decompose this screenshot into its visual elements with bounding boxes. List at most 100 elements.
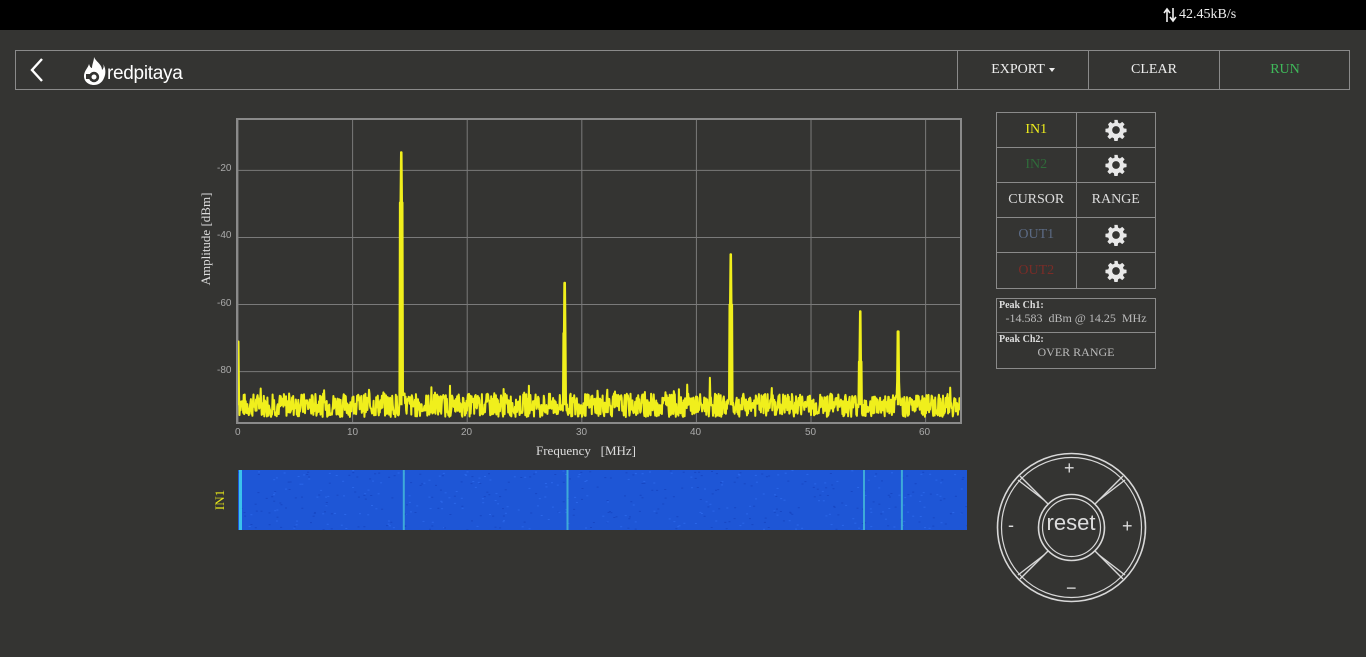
- out2-settings-button[interactable]: [1077, 253, 1156, 288]
- flame-logo-icon: [84, 57, 106, 85]
- cursor-range-row: CURSOR RANGE: [997, 183, 1155, 218]
- in1-settings-button[interactable]: [1077, 113, 1156, 147]
- waterfall-noise: [641, 497, 644, 499]
- chevron-left-icon: [30, 58, 43, 82]
- waterfall-noise: [776, 514, 779, 516]
- waterfall-noise: [364, 493, 367, 495]
- waterfall-noise: [791, 513, 794, 515]
- waterfall-noise: [330, 513, 333, 515]
- waterfall-noise: [768, 475, 771, 477]
- waterfall-noise: [313, 512, 316, 514]
- waterfall-noise: [907, 511, 910, 513]
- waterfall-noise: [344, 514, 347, 515]
- waterfall-noise: [922, 471, 925, 473]
- waterfall-noise: [419, 473, 422, 475]
- waterfall-noise: [472, 481, 475, 482]
- y-tick-label: -80: [217, 364, 232, 376]
- waterfall-noise: [634, 473, 637, 475]
- waterfall-noise: [377, 493, 380, 495]
- waterfall-noise: [506, 506, 509, 508]
- reset-button[interactable]: reset: [1046, 510, 1096, 535]
- waterfall-noise: [575, 502, 578, 503]
- waterfall-noise: [851, 470, 854, 472]
- waterfall-noise: [289, 481, 292, 483]
- waterfall-noise: [733, 518, 736, 520]
- clear-button[interactable]: CLEAR: [1088, 51, 1219, 89]
- run-button[interactable]: RUN: [1219, 51, 1350, 89]
- waterfall-noise: [940, 482, 943, 484]
- waterfall-noise: [754, 474, 757, 476]
- waterfall-noise: [795, 528, 797, 530]
- spectrum-plot[interactable]: [236, 118, 962, 424]
- zoom-out-horizontal-button[interactable]: [1000, 496, 1034, 558]
- y-axis-label: Amplitude [dBm]: [198, 192, 213, 286]
- out2-toggle[interactable]: OUT2: [997, 253, 1077, 288]
- export-button[interactable]: EXPORT: [957, 51, 1088, 89]
- waterfall-noise: [367, 489, 370, 491]
- waterfall-noise: [929, 493, 932, 495]
- waterfall-noise: [293, 526, 296, 528]
- waterfall-noise: [301, 483, 304, 485]
- waterfall-noise: [609, 477, 612, 479]
- waterfall-noise: [444, 492, 447, 494]
- waterfall-noise: [499, 496, 502, 498]
- waterfall-noise: [755, 498, 757, 500]
- waterfall-noise: [381, 508, 384, 510]
- waterfall-noise: [852, 518, 855, 520]
- waterfall-noise: [273, 494, 275, 496]
- peak-ch1-title: Peak Ch1:: [999, 300, 1044, 311]
- waterfall-noise: [940, 522, 943, 524]
- right-plus-icon: +: [1122, 516, 1133, 536]
- waterfall-noise: [388, 476, 391, 478]
- waterfall-noise: [620, 526, 623, 528]
- waterfall-noise: [881, 480, 883, 482]
- waterfall-noise: [248, 526, 251, 527]
- waterfall-noise: [613, 517, 616, 518]
- back-button[interactable]: [26, 57, 50, 83]
- waterfall-noise: [739, 525, 742, 527]
- in2-settings-button[interactable]: [1077, 148, 1156, 182]
- waterfall-noise: [342, 480, 345, 482]
- waterfall-noise: [578, 474, 581, 475]
- waterfall-noise: [960, 513, 963, 515]
- waterfall-noise: [664, 497, 667, 499]
- waterfall-noise: [867, 479, 870, 481]
- waterfall-noise: [441, 508, 444, 510]
- waterfall-noise: [682, 471, 685, 473]
- range-button[interactable]: RANGE: [1091, 192, 1140, 207]
- x-tick-label: 30: [576, 427, 588, 438]
- waterfall-noise: [453, 495, 456, 497]
- waterfall-noise: [698, 471, 701, 473]
- waterfall-noise: [777, 474, 780, 476]
- out1-toggle[interactable]: OUT1: [997, 218, 1077, 252]
- waterfall-noise: [274, 491, 277, 493]
- waterfall-noise: [479, 515, 482, 517]
- waterfall-noise: [488, 494, 491, 496]
- waterfall-noise: [408, 495, 411, 497]
- waterfall-noise: [352, 472, 355, 474]
- waterfall-noise: [924, 527, 926, 529]
- waterfall-noise: [734, 507, 737, 509]
- waterfall-noise: [495, 493, 498, 495]
- waterfall-noise: [312, 515, 315, 517]
- waterfall-noise: [357, 526, 360, 528]
- waterfall-noise: [923, 506, 926, 508]
- in1-toggle[interactable]: IN1: [997, 113, 1077, 147]
- cursor-button[interactable]: CURSOR: [997, 183, 1077, 217]
- waterfall-noise: [596, 486, 599, 488]
- waterfall-noise: [919, 500, 922, 502]
- waterfall-noise: [294, 497, 297, 499]
- waterfall-noise: [471, 520, 473, 522]
- in2-toggle[interactable]: IN2: [997, 148, 1077, 182]
- logo: redpitaya: [82, 56, 183, 86]
- out1-settings-button[interactable]: [1077, 218, 1156, 252]
- waterfall-noise: [428, 496, 431, 498]
- waterfall-noise: [429, 508, 432, 510]
- waterfall-noise: [830, 524, 833, 526]
- waterfall-line: [900, 470, 903, 530]
- waterfall-noise: [330, 528, 333, 530]
- waterfall-noise: [929, 473, 932, 475]
- waterfall-noise: [914, 483, 917, 485]
- waterfall-noise: [887, 494, 890, 496]
- waterfall-noise: [966, 525, 967, 527]
